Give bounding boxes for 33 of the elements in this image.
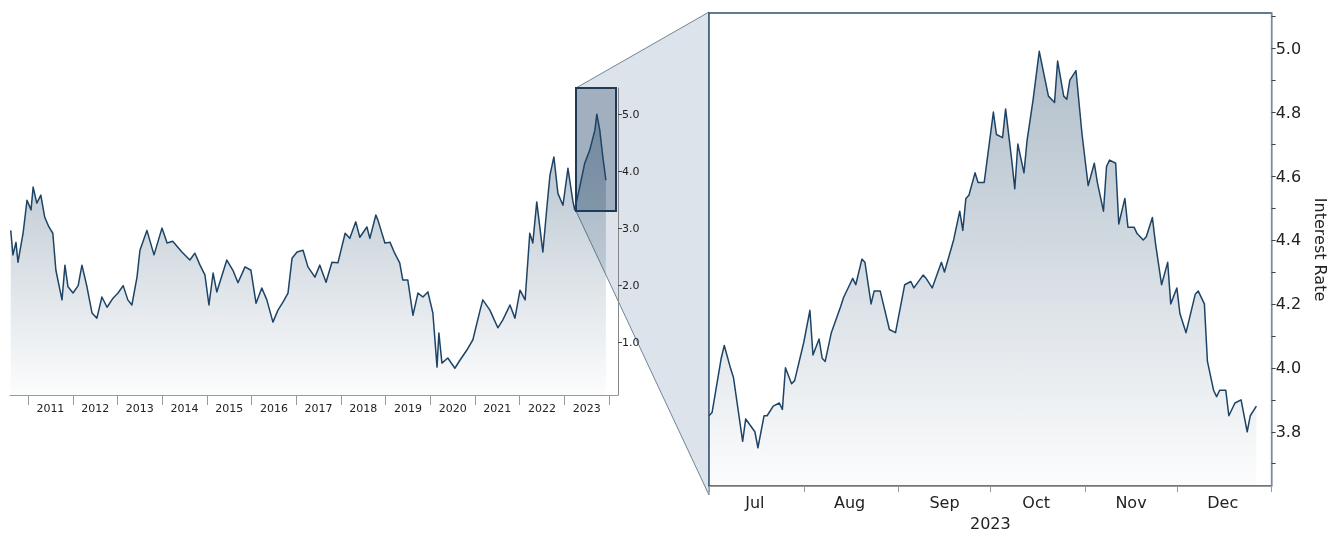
x-tick-label: 2011 bbox=[36, 402, 65, 415]
x-tick-label: 2019 bbox=[393, 402, 422, 415]
x-tick-label: Dec bbox=[1207, 492, 1239, 512]
y-tick-label: 3.8 bbox=[1275, 422, 1302, 442]
x-tick-label: Aug bbox=[834, 492, 866, 512]
x-tick-label: 2013 bbox=[125, 402, 154, 415]
x-tick-label: 2015 bbox=[215, 402, 244, 415]
y-tick-label: 5.0 bbox=[622, 107, 640, 121]
x-tick-label: 2020 bbox=[438, 402, 467, 415]
x-tick-label: 2017 bbox=[304, 402, 333, 415]
y-tick-label: 3.0 bbox=[622, 221, 640, 235]
x-tick-label: 2018 bbox=[349, 402, 378, 415]
x-tick-label: Nov bbox=[1115, 492, 1147, 512]
y-tick-label: 4.0 bbox=[622, 164, 640, 178]
y-tick-label: 1.0 bbox=[622, 335, 640, 349]
x-tick-label: Oct bbox=[1022, 492, 1051, 512]
x-tick-label: 2021 bbox=[483, 402, 512, 415]
y-tick-label: 4.4 bbox=[1275, 230, 1302, 250]
x-tick-label: Jul bbox=[744, 492, 765, 512]
y-tick-label: 5.0 bbox=[1275, 38, 1302, 58]
x-tick-label: 2012 bbox=[81, 402, 110, 415]
y-tick-label: 4.8 bbox=[1275, 102, 1302, 122]
y-tick-label: 4.6 bbox=[1275, 166, 1302, 186]
x-tick-label: 2022 bbox=[528, 402, 557, 415]
x-tick-label: Sep bbox=[929, 492, 960, 512]
y-tick-label: 4.2 bbox=[1275, 294, 1302, 314]
x-axis-title: 2023 bbox=[969, 513, 1011, 533]
y-tick-label: 4.0 bbox=[1275, 358, 1302, 378]
y-tick-label: 2.0 bbox=[622, 278, 640, 292]
x-tick-label: 2016 bbox=[259, 402, 288, 415]
y-axis-title: Interest Rate bbox=[1310, 197, 1330, 302]
x-tick-label: 2014 bbox=[170, 402, 199, 415]
x-tick-label: 2023 bbox=[572, 402, 601, 415]
